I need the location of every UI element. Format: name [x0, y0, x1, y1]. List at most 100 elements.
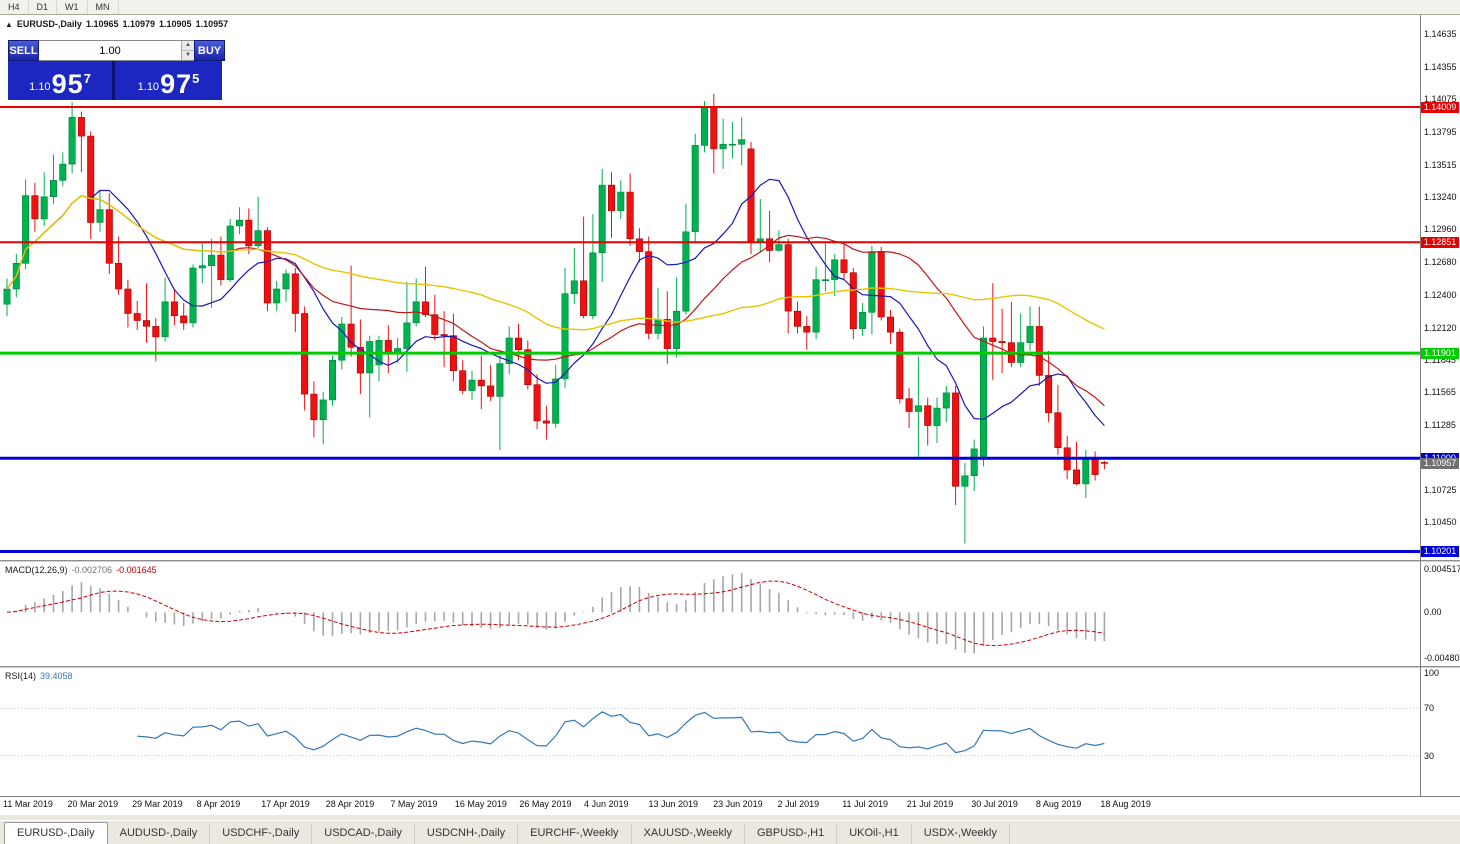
axis-price-label: 1.10725 [1424, 485, 1457, 496]
axis-price-label: 1.11565 [1424, 387, 1456, 398]
axis-date-label: 8 Aug 2019 [1035, 799, 1082, 809]
volume-input[interactable] [39, 41, 181, 60]
chart-tab-gbpusd-h1[interactable]: GBPUSD-,H1 [745, 824, 838, 844]
sell-price-big: 95 [51, 69, 84, 99]
macd-indicator-panel [0, 562, 1420, 666]
volume-field: ▲ ▼ [39, 40, 194, 61]
timeframe-button-w1[interactable]: W1 [57, 0, 88, 14]
axis-price-label: 1.11845 [1424, 354, 1456, 365]
timeframe-button-h4[interactable]: H4 [0, 0, 29, 14]
sell-price-button[interactable]: 1.10 95 7 [8, 61, 115, 100]
volume-decrease-button[interactable]: ▼ [182, 51, 194, 60]
axis-date-label: 26 May 2019 [519, 799, 572, 809]
rsi-name: RSI(14) [5, 671, 37, 681]
axis-date-label: 11 Jul 2019 [842, 799, 889, 809]
chart-tab-usdcad-daily[interactable]: USDCAD-,Daily [312, 824, 415, 844]
axis-price-label: 0.004517 [1424, 564, 1460, 575]
current-price-tag: 1.10957 [1421, 457, 1459, 469]
level-price-tag: 1.10201 [1421, 546, 1459, 558]
axis-price-label: 0.00 [1424, 607, 1442, 618]
axis-price-label: 1.13795 [1424, 126, 1457, 137]
axis-date-label: 17 Apr 2019 [261, 799, 310, 809]
timeframe-button-mn[interactable]: MN [88, 0, 119, 14]
chart-tab-eurchf-weekly[interactable]: EURCHF-,Weekly [518, 824, 632, 844]
axis-price-label: 1.12680 [1424, 257, 1457, 268]
axis-price-label: 1.12400 [1424, 289, 1457, 300]
bottom-strip [0, 815, 1460, 820]
buy-price-prefix: 1.10 [137, 81, 160, 93]
axis-price-label: 1.13240 [1424, 191, 1457, 202]
axis-price-label: 1.14355 [1424, 61, 1457, 72]
panel-splitter[interactable] [0, 560, 1460, 562]
sell-price-prefix: 1.10 [29, 81, 51, 93]
top-toolbar: H4 D1 W1 MN [0, 0, 1460, 15]
macd-main-value: -0.002706 [71, 565, 113, 575]
macd-label: MACD(12,26,9) -0.002706 -0.001645 [5, 565, 161, 575]
main-candlestick-chart[interactable] [0, 15, 1420, 560]
axis-price-label: 1.11285 [1424, 420, 1456, 430]
buy-price-sup: 5 [192, 71, 200, 86]
buy-price-button[interactable]: 1.10 97 5 [115, 61, 222, 100]
axis-date-label: 21 Jul 2019 [906, 799, 954, 809]
buy-button[interactable]: BUY [194, 40, 225, 61]
rsi-label: RSI(14) 39.4058 [5, 671, 77, 681]
axis-price-label: -0.004806 [1424, 653, 1460, 664]
panel-splitter[interactable] [0, 666, 1460, 668]
axis-price-label: 1.10450 [1424, 517, 1457, 528]
chart-tab-audusd-daily[interactable]: AUDUSD-,Daily [108, 824, 211, 844]
macd-signal-value: -0.001645 [116, 565, 157, 575]
axis-price-label: 1.12120 [1424, 322, 1457, 333]
axis-price-label: 1.12960 [1424, 224, 1457, 235]
time-axis[interactable]: 11 Mar 2019 20 Mar 2019 29 Mar 2019 8 Apr 2… [0, 797, 1420, 815]
axis-date-label: 23 Jun 2019 [713, 799, 763, 809]
level-price-tag: 1.12851 [1421, 236, 1459, 248]
level-price-tag: 1.11901 [1421, 347, 1459, 359]
chart-tab-ukoil-h1[interactable]: UKOil-,H1 [837, 824, 912, 844]
axis-price-label: 1.13515 [1424, 159, 1457, 170]
rsi-value: 39.4058 [40, 671, 73, 681]
axis-price-label: 1.14075 [1424, 94, 1457, 105]
symbol-period: EURUSD-,Daily [16, 19, 82, 29]
axis-date-label: 18 Aug 2019 [1100, 799, 1151, 809]
chart-tab-xauusd-weekly[interactable]: XAUUSD-,Weekly [632, 824, 745, 844]
axis-date-label: 30 Jul 2019 [971, 799, 1018, 809]
chart-tab-usdx-weekly[interactable]: USDX-,Weekly [912, 824, 1010, 844]
price-axis-border [1420, 15, 1421, 796]
axis-date-label: 8 Apr 2019 [196, 799, 241, 809]
axis-price-label: 30 [1424, 750, 1435, 761]
axis-date-label: 29 Mar 2019 [132, 799, 183, 809]
axis-date-label: 20 Mar 2019 [67, 799, 119, 809]
axis-price-label: 70 [1424, 703, 1435, 714]
low-value: 1.10905 [159, 19, 192, 29]
close-value: 1.10957 [195, 19, 229, 29]
high-value: 1.10979 [122, 19, 156, 29]
buy-price-big: 97 [160, 69, 193, 99]
axis-date-label: 7 May 2019 [390, 799, 438, 809]
level-price-tag: 1.14009 [1421, 101, 1459, 113]
sell-price-sup: 7 [83, 71, 91, 86]
axis-date-label: 16 May 2019 [454, 799, 507, 809]
chart-tab-usdchf-daily[interactable]: USDCHF-,Daily [210, 824, 313, 844]
axis-price-label: 1.14635 [1424, 28, 1457, 39]
time-axis-separator [0, 796, 1460, 797]
rsi-indicator-panel [0, 668, 1420, 796]
chart-info-line: ▲ EURUSD-,Daily 1.10965 1.10979 1.10905 1.109… [5, 19, 232, 29]
axis-date-label: 13 Jun 2019 [648, 799, 699, 809]
axis-price-label: 100 [1424, 668, 1440, 678]
axis-date-label: 2 Jul 2019 [777, 799, 820, 809]
axis-date-label: 11 Mar 2019 [3, 799, 53, 809]
price-axis[interactable]: 1.14635 1.14355 1.14075 1.13795 1.13515 1.132… [1420, 15, 1460, 815]
timeframe-buttons: H4 D1 W1 MN [0, 0, 119, 14]
one-click-toggle-icon[interactable]: ▲ [5, 20, 13, 29]
macd-name: MACD(12,26,9) [5, 565, 68, 575]
timeframe-button-d1[interactable]: D1 [29, 0, 58, 14]
open-value: 1.10965 [85, 19, 119, 29]
chart-tab-bar: EURUSD-,Daily AUDUSD-,Daily USDCHF-,Daily U… [0, 820, 1460, 844]
axis-date-label: 28 Apr 2019 [325, 799, 375, 809]
axis-date-label: 4 Jun 2019 [583, 799, 629, 809]
volume-increase-button[interactable]: ▲ [182, 41, 194, 51]
chart-tab-eurusd-daily[interactable]: EURUSD-,Daily [4, 822, 108, 844]
sell-button[interactable]: SELL [8, 40, 39, 61]
chart-tab-usdcnh-daily[interactable]: USDCNH-,Daily [415, 824, 519, 844]
